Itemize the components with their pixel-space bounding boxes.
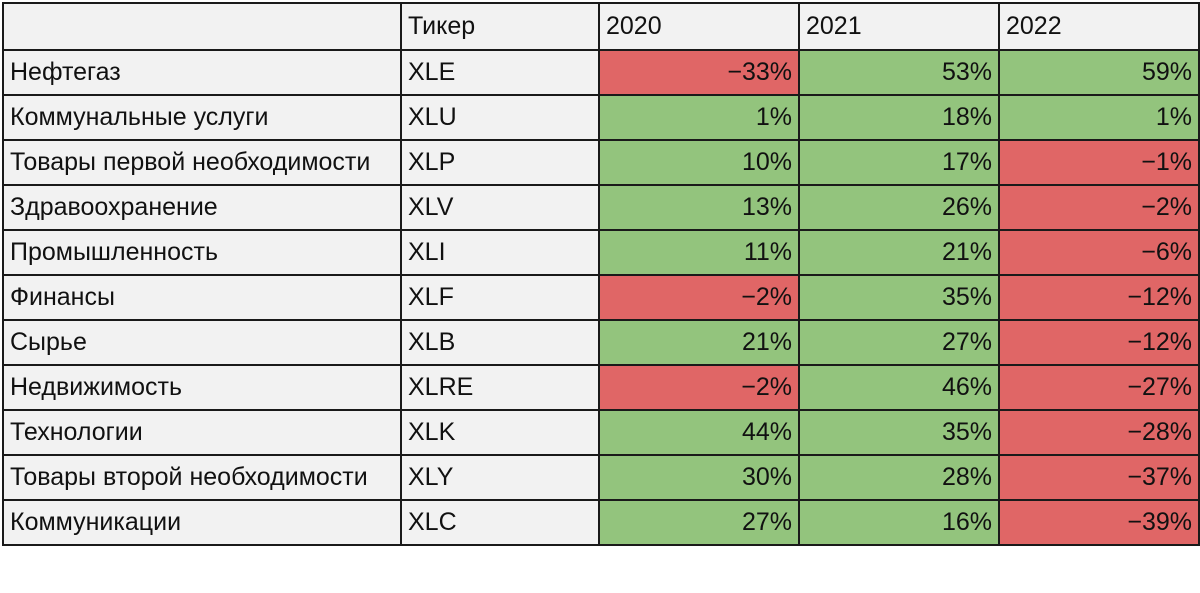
- ticker-cell[interactable]: XLRE: [400, 364, 600, 411]
- ticker-cell[interactable]: XLU: [400, 94, 600, 141]
- return-cell-2021[interactable]: 27%: [798, 319, 1000, 366]
- sector-cell[interactable]: Здравоохранение: [2, 184, 402, 231]
- ticker-cell[interactable]: XLY: [400, 454, 600, 501]
- return-cell-2021[interactable]: 53%: [798, 49, 1000, 96]
- table-row: Финансы XLF −2% 35% −12%: [2, 274, 1200, 321]
- sector-cell[interactable]: Сырье: [2, 319, 402, 366]
- ticker-cell[interactable]: XLF: [400, 274, 600, 321]
- header-cell-ticker[interactable]: Тикер: [400, 2, 600, 51]
- return-cell-2020[interactable]: −2%: [598, 274, 800, 321]
- return-cell-2022[interactable]: −39%: [998, 499, 1200, 546]
- sector-cell[interactable]: Недвижимость: [2, 364, 402, 411]
- return-cell-2022[interactable]: −2%: [998, 184, 1200, 231]
- return-cell-2022[interactable]: −1%: [998, 139, 1200, 186]
- ticker-cell[interactable]: XLC: [400, 499, 600, 546]
- return-cell-2021[interactable]: 26%: [798, 184, 1000, 231]
- table-row: Коммуникации XLC 27% 16% −39%: [2, 499, 1200, 546]
- table-row: Нефтегаз XLE −33% 53% 59%: [2, 49, 1200, 96]
- header-cell-sector[interactable]: [2, 2, 402, 51]
- return-cell-2020[interactable]: 44%: [598, 409, 800, 456]
- sector-cell[interactable]: Коммунальные услуги: [2, 94, 402, 141]
- sector-cell[interactable]: Коммуникации: [2, 499, 402, 546]
- sector-cell[interactable]: Финансы: [2, 274, 402, 321]
- return-cell-2021[interactable]: 21%: [798, 229, 1000, 276]
- return-cell-2021[interactable]: 16%: [798, 499, 1000, 546]
- table-row: Товары второй необходимости XLY 30% 28% −37%: [2, 454, 1200, 501]
- return-cell-2020[interactable]: −2%: [598, 364, 800, 411]
- return-cell-2020[interactable]: 1%: [598, 94, 800, 141]
- return-cell-2021[interactable]: 18%: [798, 94, 1000, 141]
- ticker-cell[interactable]: XLI: [400, 229, 600, 276]
- table-row: Товары первой необходимости XLP 10% 17% −1%: [2, 139, 1200, 186]
- sector-returns-table: Тикер 2020 2021 2022 Нефтегаз XLE −33% 53% 5…: [2, 2, 1200, 546]
- return-cell-2021[interactable]: 46%: [798, 364, 1000, 411]
- return-cell-2020[interactable]: −33%: [598, 49, 800, 96]
- return-cell-2020[interactable]: 21%: [598, 319, 800, 366]
- return-cell-2022[interactable]: 1%: [998, 94, 1200, 141]
- return-cell-2020[interactable]: 30%: [598, 454, 800, 501]
- return-cell-2020[interactable]: 10%: [598, 139, 800, 186]
- return-cell-2020[interactable]: 11%: [598, 229, 800, 276]
- table-row: Сырье XLB 21% 27% −12%: [2, 319, 1200, 366]
- sector-cell[interactable]: Товары второй необходимости: [2, 454, 402, 501]
- header-cell-2022[interactable]: 2022: [998, 2, 1200, 51]
- return-cell-2022[interactable]: −37%: [998, 454, 1200, 501]
- sector-cell[interactable]: Промышленность: [2, 229, 402, 276]
- sector-cell[interactable]: Нефтегаз: [2, 49, 402, 96]
- sector-cell[interactable]: Товары первой необходимости: [2, 139, 402, 186]
- sector-cell[interactable]: Технологии: [2, 409, 402, 456]
- return-cell-2022[interactable]: −27%: [998, 364, 1200, 411]
- return-cell-2021[interactable]: 17%: [798, 139, 1000, 186]
- return-cell-2021[interactable]: 35%: [798, 409, 1000, 456]
- return-cell-2022[interactable]: −6%: [998, 229, 1200, 276]
- table-body: Тикер 2020 2021 2022 Нефтегаз XLE −33% 53% 5…: [2, 2, 1200, 546]
- header-cell-2020[interactable]: 2020: [598, 2, 800, 51]
- ticker-cell[interactable]: XLP: [400, 139, 600, 186]
- return-cell-2022[interactable]: −12%: [998, 274, 1200, 321]
- table-row: Промышленность XLI 11% 21% −6%: [2, 229, 1200, 276]
- return-cell-2022[interactable]: −12%: [998, 319, 1200, 366]
- return-cell-2022[interactable]: −28%: [998, 409, 1200, 456]
- ticker-cell[interactable]: XLE: [400, 49, 600, 96]
- header-cell-2021[interactable]: 2021: [798, 2, 1000, 51]
- return-cell-2022[interactable]: 59%: [998, 49, 1200, 96]
- table-row: Коммунальные услуги XLU 1% 18% 1%: [2, 94, 1200, 141]
- ticker-cell[interactable]: XLV: [400, 184, 600, 231]
- table-row: Технологии XLK 44% 35% −28%: [2, 409, 1200, 456]
- table-row: Недвижимость XLRE −2% 46% −27%: [2, 364, 1200, 411]
- return-cell-2021[interactable]: 28%: [798, 454, 1000, 501]
- return-cell-2020[interactable]: 13%: [598, 184, 800, 231]
- table-row: Здравоохранение XLV 13% 26% −2%: [2, 184, 1200, 231]
- return-cell-2021[interactable]: 35%: [798, 274, 1000, 321]
- ticker-cell[interactable]: XLB: [400, 319, 600, 366]
- return-cell-2020[interactable]: 27%: [598, 499, 800, 546]
- ticker-cell[interactable]: XLK: [400, 409, 600, 456]
- header-row: Тикер 2020 2021 2022: [2, 2, 1200, 51]
